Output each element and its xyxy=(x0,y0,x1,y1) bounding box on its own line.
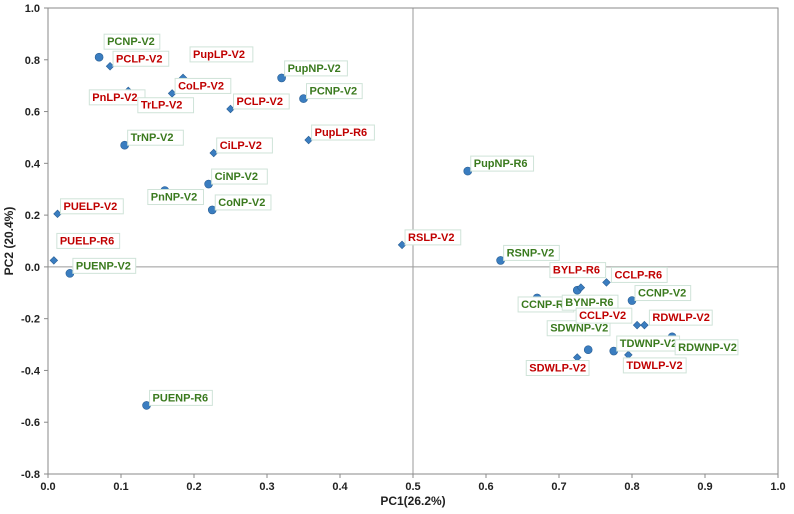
point-label: PupNP-V2 xyxy=(288,63,341,75)
y-tick-label: -0.8 xyxy=(21,469,40,481)
point-label: BYLP-R6 xyxy=(553,265,600,277)
y-tick-label: -0.2 xyxy=(21,314,40,326)
point-label: PupNP-R6 xyxy=(474,158,528,170)
point-label: SDWNP-V2 xyxy=(550,323,608,335)
x-axis-title: PC1(26.2%) xyxy=(380,494,445,508)
point-label: CCNP-R6 xyxy=(521,299,570,311)
point-label-box xyxy=(59,198,124,215)
point-label: PUELP-V2 xyxy=(63,201,117,213)
data-point-circle xyxy=(94,52,104,62)
data-point-circle xyxy=(277,73,286,83)
x-tick-label: 0.2 xyxy=(186,481,201,493)
point-label: PUENP-V2 xyxy=(76,260,131,272)
point-label-box xyxy=(622,357,687,374)
x-tick-label: 0.1 xyxy=(113,481,128,493)
point-label-box xyxy=(311,124,375,141)
point-label-box xyxy=(112,50,170,67)
point-labels: PCNP-V2 PupNP-V2 PCNP-V2 TrNP-V2 CiNP-V2 PnNP… xyxy=(56,33,739,406)
point-label: RSLP-V2 xyxy=(408,232,454,244)
point-label: CoNP-V2 xyxy=(218,197,265,209)
point-label: CoLP-V2 xyxy=(178,80,224,92)
point-label-box xyxy=(147,189,205,206)
point-label: TDWNP-V2 xyxy=(620,338,677,350)
axes: 0.0 0.1 0.2 0.3 0.4 0.5 0.6 0.7 0.8 0.9 1.0 1.0 0.8 0… xyxy=(21,3,786,493)
y-axis-title: PC2 (20.4%) xyxy=(2,207,16,276)
point-label-box xyxy=(306,83,363,100)
point-label: PCLP-V2 xyxy=(116,53,162,65)
point-label-box xyxy=(470,155,535,172)
point-label: PUELP-R6 xyxy=(60,235,114,247)
x-tick-label: 0.9 xyxy=(697,481,712,493)
point-label-box xyxy=(211,168,268,185)
point-label: PCNP-V2 xyxy=(107,36,155,48)
data-point-diamond xyxy=(49,256,59,265)
point-label: PUENP-R6 xyxy=(153,392,209,404)
point-label-box xyxy=(216,137,273,154)
x-tick-label: 0.5 xyxy=(405,481,420,493)
x-tick-label: 0.4 xyxy=(332,481,348,493)
x-tick-label: 0.7 xyxy=(551,481,566,493)
y-tick-label: -0.4 xyxy=(21,365,41,377)
point-label-box xyxy=(233,93,290,110)
point-label-box xyxy=(610,266,668,283)
point-label: CCNP-V2 xyxy=(638,288,686,300)
data-point-diamond xyxy=(632,320,642,330)
point-label: PCNP-V2 xyxy=(310,86,358,98)
point-label: RDWNP-V2 xyxy=(678,342,737,354)
point-label: CCLP-R6 xyxy=(614,269,662,281)
point-label-box xyxy=(404,229,462,246)
point-label: SDWLP-V2 xyxy=(529,363,586,375)
x-tick-label: 0.3 xyxy=(259,481,274,493)
point-label: PCLP-V2 xyxy=(237,96,283,108)
point-label: PnNP-V2 xyxy=(151,192,197,204)
point-label: RDWLP-V2 xyxy=(652,312,709,324)
point-label-box xyxy=(56,232,121,249)
point-label: PupLP-R6 xyxy=(315,127,368,139)
point-label-box xyxy=(72,257,137,274)
point-label-box xyxy=(575,307,633,324)
point-label: TrNP-V2 xyxy=(131,132,174,144)
data-point-diamond xyxy=(576,283,586,292)
x-tick-label: 1.0 xyxy=(770,481,785,493)
data-point-diamond xyxy=(640,320,649,330)
y-tick-label: 0.4 xyxy=(25,158,41,170)
x-tick-label: 0.6 xyxy=(478,481,493,493)
point-label: CCLP-V2 xyxy=(579,310,626,322)
y-tick-label: 0.6 xyxy=(25,107,40,119)
point-label-box xyxy=(634,285,692,302)
y-tick-label: -0.6 xyxy=(21,417,40,429)
point-label-box xyxy=(149,389,213,406)
point-label: CiLP-V2 xyxy=(220,140,262,152)
point-label-box xyxy=(648,309,713,326)
point-label-box xyxy=(503,244,560,261)
x-tick-label: 0.8 xyxy=(624,481,639,493)
point-label: PnLP-V2 xyxy=(92,92,137,104)
point-label: PupLP-V2 xyxy=(193,49,245,61)
point-label-box xyxy=(189,46,254,63)
point-label: CiNP-V2 xyxy=(215,171,258,183)
x-tick-label: 0.0 xyxy=(40,481,55,493)
y-tick-label: 0.0 xyxy=(25,262,40,274)
y-tick-label: 1.0 xyxy=(25,3,40,15)
point-label: BYNP-R6 xyxy=(565,297,613,309)
y-tick-label: 0.2 xyxy=(25,210,40,222)
data-point-diamond xyxy=(602,278,611,287)
point-label-box xyxy=(549,262,607,279)
point-label-box xyxy=(674,339,739,356)
point-label-box xyxy=(127,129,184,146)
point-label-box xyxy=(174,77,232,94)
point-label-box xyxy=(525,360,590,376)
point-label: TDWLP-V2 xyxy=(626,360,682,372)
y-tick-label: 0.8 xyxy=(25,55,40,67)
point-label: RSNP-V2 xyxy=(507,247,555,259)
point-label-box xyxy=(103,33,161,50)
point-label-box xyxy=(284,60,348,77)
point-label-box xyxy=(137,97,195,114)
data-point-circle xyxy=(583,345,593,355)
point-label-box xyxy=(214,194,272,211)
point-label: TrLP-V2 xyxy=(141,100,183,112)
